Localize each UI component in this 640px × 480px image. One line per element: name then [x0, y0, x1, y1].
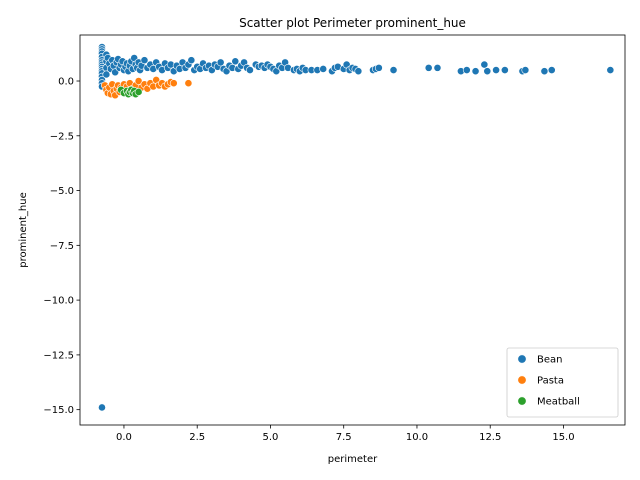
x-tick-label: 12.5	[479, 432, 501, 443]
point-bean-71	[216, 58, 225, 67]
point-bean-61	[187, 56, 196, 65]
point-bean-81	[246, 66, 254, 74]
y-axis-label: prominent_hue	[18, 192, 29, 267]
point-bean-121	[483, 67, 492, 76]
point-bean-116	[433, 63, 442, 72]
y-tick-label: −12.5	[43, 350, 74, 361]
x-tick-label: 0.0	[116, 432, 132, 443]
point-bean-45	[140, 56, 149, 65]
chart-title: Scatter plot Perimeter prominent_hue	[239, 16, 466, 30]
point-bean-101	[319, 65, 328, 73]
x-tick-label: 7.5	[336, 432, 352, 443]
y-tick-label: −10.0	[43, 296, 74, 307]
axes-frame	[79, 34, 626, 426]
legend-box	[506, 347, 619, 418]
point-bean-122	[492, 66, 500, 74]
point-bean-16	[98, 403, 106, 412]
legend-marker-meatball	[517, 396, 527, 406]
x-tick-label: 10.0	[406, 432, 428, 443]
points-layer	[98, 43, 615, 412]
x-axis-ticks: 0.0 2.5 5.0 7.5 10.0 12.5 15.0	[116, 425, 575, 443]
point-pasta-18	[134, 77, 143, 85]
point-meatball-9	[134, 88, 143, 96]
x-tick-label: 5.0	[263, 432, 279, 443]
legend-label-meatball: Meatball	[537, 397, 580, 408]
point-bean-114	[389, 66, 398, 74]
y-tick-label: −5.0	[50, 186, 74, 197]
point-bean-110	[354, 67, 363, 76]
point-bean-120	[480, 60, 489, 69]
point-bean-127	[547, 66, 556, 74]
point-bean-125	[521, 66, 530, 74]
y-tick-label: −15.0	[43, 405, 74, 416]
point-bean-20	[102, 70, 111, 79]
y-tick-label: 0.0	[58, 77, 74, 88]
point-pasta-30	[169, 79, 178, 88]
point-bean-126	[540, 67, 549, 76]
point-bean-123	[500, 66, 509, 74]
x-tick-label: 15.0	[552, 432, 574, 443]
point-pasta-31	[184, 79, 193, 88]
legend-marker-pasta	[517, 375, 527, 385]
y-axis-ticks: 0.0 −2.5 −5.0 −7.5 −10.0 −12.5 −15.0	[43, 77, 80, 416]
point-bean-118	[462, 66, 471, 74]
legend-label-pasta: Pasta	[537, 376, 564, 387]
x-axis-label: perimeter	[328, 454, 378, 465]
point-bean-119	[471, 67, 480, 76]
point-bean-76	[231, 57, 240, 66]
y-tick-label: −7.5	[50, 241, 74, 252]
legend-label-bean: Bean	[537, 355, 562, 366]
legend-marker-bean	[517, 354, 527, 364]
point-bean-128	[606, 66, 615, 74]
legend: Bean Pasta Meatball	[506, 347, 619, 418]
legend-items: Bean Pasta Meatball	[517, 354, 580, 408]
x-tick-label: 2.5	[189, 432, 205, 443]
y-tick-label: −2.5	[50, 131, 74, 142]
point-bean-115	[424, 63, 433, 72]
point-bean-113	[374, 63, 383, 72]
